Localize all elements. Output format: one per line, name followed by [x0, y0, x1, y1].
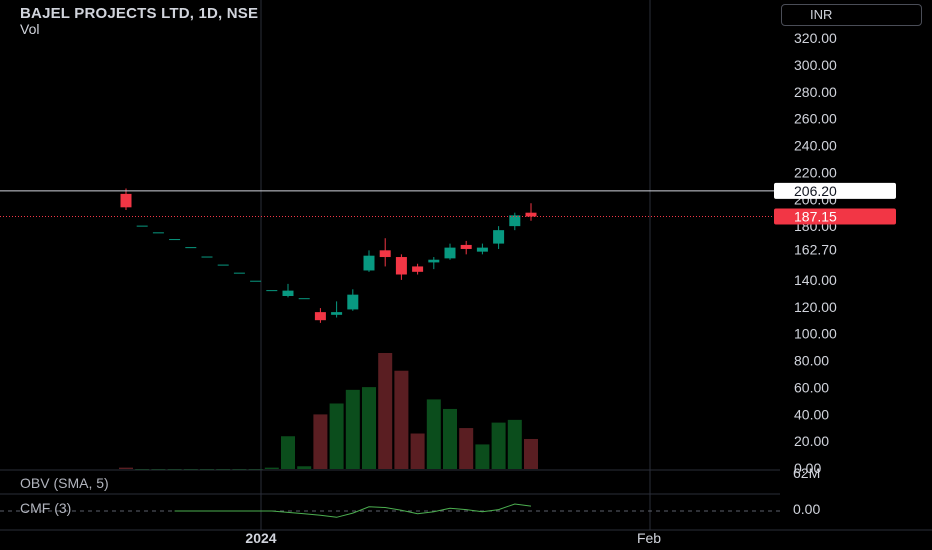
volume-bar: [232, 469, 247, 470]
volume-bar: [216, 469, 231, 470]
candle-body: [412, 266, 424, 272]
price-lines: [0, 190, 776, 218]
x-tick-label: 2024: [245, 530, 276, 546]
obv-indicator-label[interactable]: OBV (SMA, 5): [20, 475, 109, 491]
candle-body: [331, 312, 343, 315]
y-axis: 320.00300.00280.00260.00240.00220.00200.…: [794, 30, 837, 476]
cmf-indicator-label[interactable]: CMF (3): [20, 500, 72, 516]
y-tick-label: 100.00: [794, 326, 837, 342]
volume-bar: [248, 469, 263, 470]
y-tick-label: 60.00: [794, 379, 829, 395]
volume-bar: [491, 422, 506, 469]
y-tick-label: 320.00: [794, 30, 837, 46]
candle-body: [120, 193, 132, 208]
candle-body: [314, 312, 326, 321]
volume-bar: [475, 444, 490, 469]
volume-bars: [119, 353, 538, 470]
volume-label: Vol: [20, 21, 40, 37]
candle-body: [476, 247, 488, 252]
grid-lines: [0, 0, 932, 531]
candle-body: [395, 257, 407, 275]
volume-bar: [119, 467, 133, 469]
price-tags: 206.20 187.15: [774, 182, 896, 225]
price-tag-bg: [774, 208, 896, 225]
volume-bar: [459, 428, 474, 469]
volume-bar: [329, 403, 344, 469]
volume-bar: [426, 399, 441, 469]
x-axis: 2024 Feb: [245, 530, 661, 546]
candle-body: [347, 294, 359, 310]
candle-body: [460, 244, 472, 249]
volume-bar: [394, 370, 409, 469]
indicator-lines: [174, 503, 532, 518]
volume-bar: [524, 438, 538, 469]
candle-body: [444, 247, 456, 259]
candle-body: [493, 230, 505, 244]
volume-bar: [281, 436, 295, 469]
y-tick-label: 260.00: [794, 111, 837, 127]
volume-bar: [151, 469, 166, 470]
y-tick-label: 300.00: [794, 57, 837, 73]
price-tag-bg: [774, 182, 896, 199]
x-tick-label: Feb: [637, 530, 661, 546]
price-tag-label: 187.15: [794, 209, 837, 225]
y-tick-label: 120.00: [794, 299, 837, 315]
y-tick-label: 162.70: [794, 241, 837, 257]
y-tick-label: 220.00: [794, 164, 837, 180]
volume-bar: [507, 419, 522, 469]
y-tick-label: 0.00: [794, 460, 821, 476]
volume-bar: [167, 469, 182, 470]
volume-bar: [183, 469, 198, 470]
candle-body: [525, 212, 537, 217]
candles: [120, 188, 537, 323]
y-tick-label: 280.00: [794, 84, 837, 100]
candle-body: [363, 255, 375, 271]
y-tick-label: 40.00: [794, 406, 829, 422]
candle-body: [379, 250, 391, 258]
volume-bar: [443, 408, 457, 469]
volume-bar: [264, 467, 279, 469]
currency-button[interactable]: INR: [781, 4, 922, 26]
volume-bar: [313, 414, 328, 469]
volume-bar: [135, 469, 150, 470]
candle-body: [282, 290, 294, 296]
volume-bar: [200, 469, 214, 470]
candle-body: [509, 215, 521, 227]
obv-value: 62M: [793, 465, 821, 481]
candle-body: [428, 259, 440, 263]
price-tag-label: 206.20: [794, 183, 837, 199]
y-tick-label: 80.00: [794, 353, 829, 369]
symbol-title: BAJEL PROJECTS LTD, 1D, NSE: [20, 5, 259, 22]
volume-bar: [297, 466, 312, 469]
volume-bar: [345, 389, 360, 469]
volume-bar: [410, 433, 425, 469]
cmf-value: 0.00: [793, 501, 821, 517]
y-tick-label: 240.00: [794, 138, 837, 154]
y-tick-label: 20.00: [794, 433, 829, 449]
volume-bar: [362, 387, 376, 469]
cmf-line: [174, 503, 532, 518]
volume-bar: [378, 353, 393, 469]
y-tick-label: 140.00: [794, 272, 837, 288]
